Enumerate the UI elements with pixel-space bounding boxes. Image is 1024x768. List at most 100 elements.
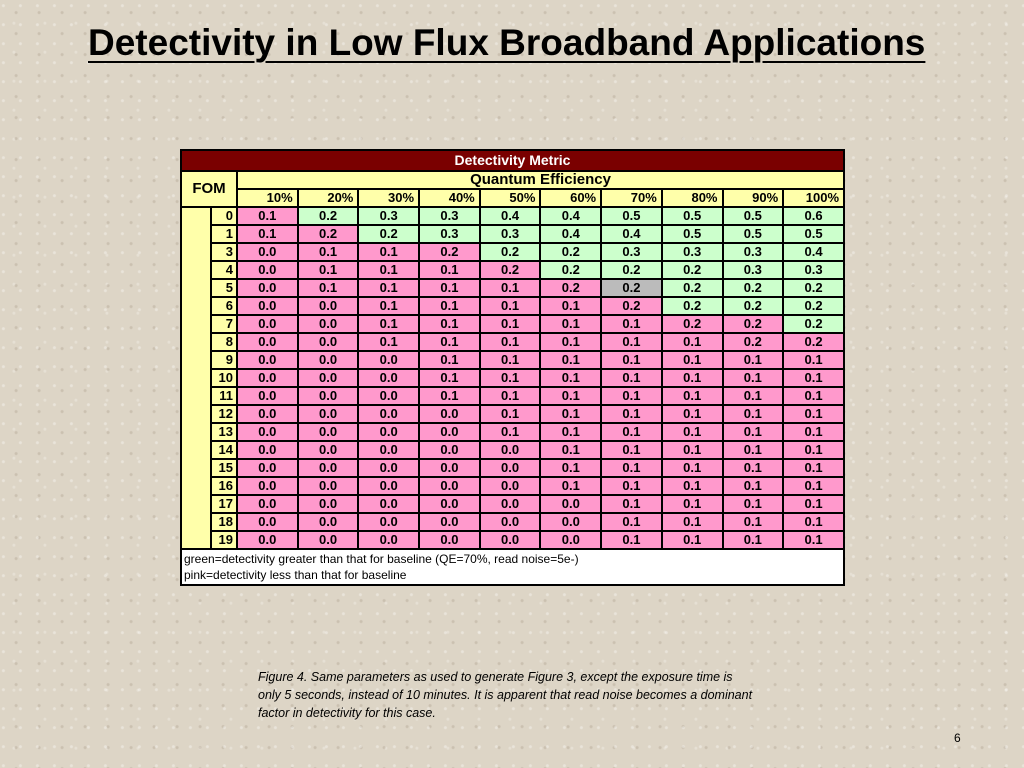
table-cell: 0.1 bbox=[660, 350, 724, 370]
table-cell: 0.1 bbox=[600, 458, 663, 478]
table-cell: 0.0 bbox=[418, 422, 481, 442]
table-cell: 0.0 bbox=[236, 296, 299, 316]
table-cell: 0.1 bbox=[782, 512, 845, 532]
table-row: 13 0.0 0.0 0.0 0.0 0.1 0.1 0.1 0.1 0.1 0.1 bbox=[181, 422, 845, 442]
table-cell: 0.0 bbox=[236, 260, 299, 280]
detectivity-table: Detectivity Metric FOM Quantum Efficienc… bbox=[180, 149, 845, 586]
table-cell: 0.1 bbox=[782, 404, 845, 424]
table-cell: 0.2 bbox=[296, 224, 360, 244]
table-cell: 0.1 bbox=[539, 422, 603, 442]
table-cell: 0.0 bbox=[357, 422, 421, 442]
table-cell: 0.1 bbox=[600, 512, 663, 532]
table-row: 3 0.0 0.1 0.1 0.2 0.2 0.2 0.3 0.3 0.3 0.4 bbox=[181, 242, 845, 262]
table-cell: 0.0 bbox=[296, 476, 360, 496]
read-noise-value: 1 bbox=[210, 224, 238, 244]
table-cell: 0.0 bbox=[296, 512, 360, 532]
table-cell: 0.1 bbox=[782, 386, 845, 406]
table-cell: 0.0 bbox=[236, 332, 299, 352]
table-cell: 0.1 bbox=[600, 404, 663, 424]
qe-column-header: 40% bbox=[418, 188, 481, 208]
table-cell: 0.1 bbox=[539, 350, 603, 370]
table-cell: 0.4 bbox=[782, 242, 845, 262]
table-cell: 0.1 bbox=[418, 314, 481, 334]
qe-column-header: 10% bbox=[236, 188, 299, 208]
read-noise-value: 17 bbox=[210, 494, 238, 514]
table-cell: 0.4 bbox=[539, 206, 603, 226]
table-row: 7 0.0 0.0 0.1 0.1 0.1 0.1 0.1 0.2 0.2 0.2 bbox=[181, 314, 845, 334]
table-cell: 0.0 bbox=[357, 350, 421, 370]
table-row: 11 0.0 0.0 0.0 0.1 0.1 0.1 0.1 0.1 0.1 0.1 bbox=[181, 386, 845, 406]
table-cell: 0.1 bbox=[539, 386, 603, 406]
table-cell: 0.0 bbox=[236, 458, 299, 478]
read-noise-value: 3 bbox=[210, 242, 238, 262]
table-row: 8 0.0 0.0 0.1 0.1 0.1 0.1 0.1 0.1 0.2 0.2 bbox=[181, 332, 845, 352]
table-cell: 0.1 bbox=[660, 422, 724, 442]
table-cell: 0.0 bbox=[418, 458, 481, 478]
table-cell: 0.0 bbox=[236, 278, 299, 298]
table-cell: 0.2 bbox=[782, 278, 845, 298]
table-row: 6 0.0 0.0 0.1 0.1 0.1 0.1 0.2 0.2 0.2 0.2 bbox=[181, 296, 845, 316]
table-cell: 0.1 bbox=[660, 530, 724, 550]
table-row: 9 0.0 0.0 0.0 0.1 0.1 0.1 0.1 0.1 0.1 0.1 bbox=[181, 350, 845, 370]
legend: green=detectivity greater than that for … bbox=[180, 548, 845, 586]
table-cell: 0.0 bbox=[478, 440, 542, 460]
table-cell: 0.2 bbox=[721, 278, 785, 298]
table-cell: 0.1 bbox=[539, 440, 603, 460]
qe-column-header: 100% bbox=[782, 188, 845, 208]
table-cell: 0.1 bbox=[296, 260, 360, 280]
table-cell: 0.3 bbox=[478, 224, 542, 244]
table-cell: 0.2 bbox=[539, 260, 603, 280]
table-cell: 0.1 bbox=[418, 350, 481, 370]
table-cell: 0.0 bbox=[296, 440, 360, 460]
table-cell: 0.1 bbox=[660, 512, 724, 532]
table-cell: 0.1 bbox=[721, 476, 785, 496]
table-cell: 0.0 bbox=[236, 476, 299, 496]
metric-header: Detectivity Metric bbox=[180, 149, 845, 172]
table-cell: 0.1 bbox=[478, 296, 542, 316]
table-cell: 0.2 bbox=[478, 242, 542, 262]
table-cell: 0.0 bbox=[418, 512, 481, 532]
table-cell: 0.1 bbox=[721, 530, 785, 550]
table-cell: 0.1 bbox=[539, 404, 603, 424]
qe-header: Quantum Efficiency bbox=[236, 170, 845, 190]
table-cell: 0.0 bbox=[236, 422, 299, 442]
table-cell: 0.0 bbox=[236, 494, 299, 514]
table-cell: 0.0 bbox=[236, 512, 299, 532]
table-cell: 0.2 bbox=[539, 242, 603, 262]
table-cell: 0.4 bbox=[478, 206, 542, 226]
read-noise-value: 4 bbox=[210, 260, 238, 280]
table-cell: 0.0 bbox=[357, 440, 421, 460]
table-row: 4 0.0 0.1 0.1 0.1 0.2 0.2 0.2 0.2 0.3 0.3 bbox=[181, 260, 845, 280]
table-cell: 0.3 bbox=[418, 224, 481, 244]
table-cell: 0.0 bbox=[357, 458, 421, 478]
table-cell: 0.3 bbox=[721, 242, 785, 262]
table-cell: 0.2 bbox=[782, 296, 845, 316]
table-cell: 0.0 bbox=[296, 422, 360, 442]
table-cell: 0.0 bbox=[478, 530, 542, 550]
figure-caption: Figure 4. Same parameters as used to gen… bbox=[258, 670, 753, 720]
read-noise-value: 10 bbox=[210, 368, 238, 388]
table-cell: 0.2 bbox=[660, 278, 724, 298]
qe-column-header: 90% bbox=[721, 188, 785, 208]
table-cell: 0.1 bbox=[721, 404, 785, 424]
fom-label: FOM bbox=[180, 170, 238, 208]
table-cell: 0.1 bbox=[357, 314, 421, 334]
table-cell: 0.0 bbox=[418, 530, 481, 550]
table-cell: 0.0 bbox=[236, 440, 299, 460]
table-cell: 0.3 bbox=[721, 260, 785, 280]
table-cell: 0.0 bbox=[296, 314, 360, 334]
table-cell: 0.1 bbox=[721, 512, 785, 532]
table-cell: 0.0 bbox=[296, 458, 360, 478]
table-cell: 0.1 bbox=[782, 494, 845, 514]
table-cell: 0.0 bbox=[478, 494, 542, 514]
table-cell: 0.1 bbox=[357, 242, 421, 262]
table-row: 16 0.0 0.0 0.0 0.0 0.0 0.1 0.1 0.1 0.1 0.1 bbox=[181, 476, 845, 496]
table-cell: 0.1 bbox=[478, 386, 542, 406]
table-cell: 0.1 bbox=[721, 440, 785, 460]
table-cell: 0.1 bbox=[418, 296, 481, 316]
table-cell: 0.1 bbox=[782, 350, 845, 370]
table-cell: 0.1 bbox=[782, 440, 845, 460]
table-cell: 0.1 bbox=[660, 458, 724, 478]
table-cell: 0.1 bbox=[478, 422, 542, 442]
table-cell: 0.2 bbox=[539, 278, 603, 298]
